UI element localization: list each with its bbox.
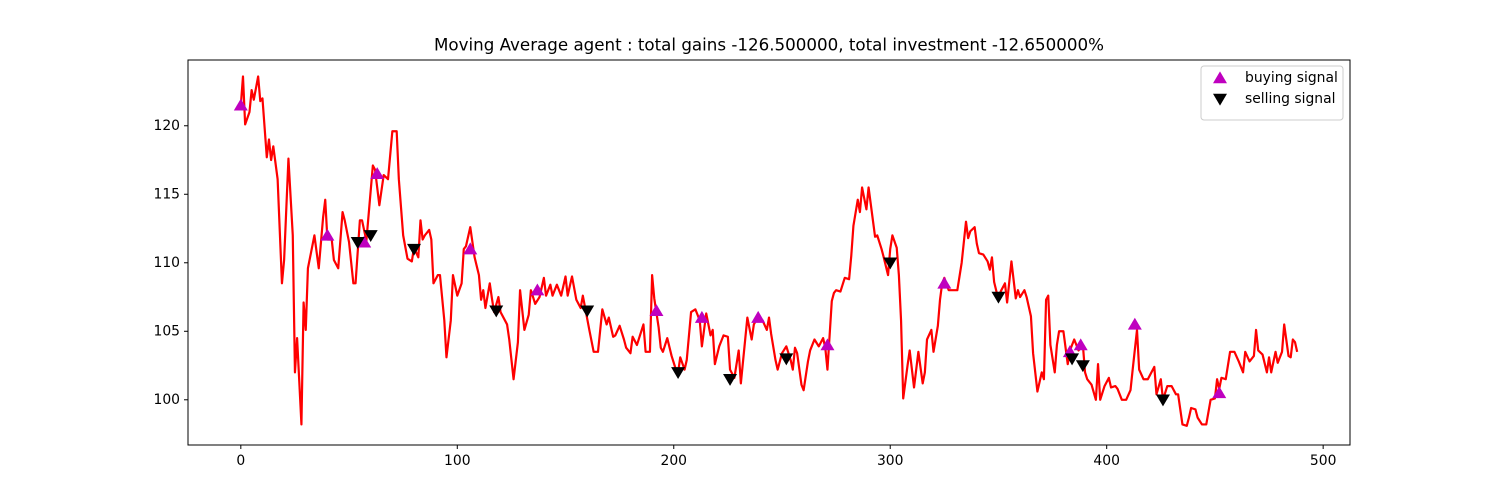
sell-marker [991,291,1006,304]
plot-area [233,75,1299,427]
axes-frame [187,59,1351,446]
sell-marker [350,236,365,249]
y-tick-label: 105 [153,323,180,339]
sell-marker [1065,353,1080,366]
x-tick-label: 200 [660,453,687,469]
legend-label: selling signal [1245,91,1336,107]
x-tick-label: 300 [877,453,904,469]
sell-marker [671,367,686,380]
buy-marker [820,338,835,351]
buy-marker [233,98,248,111]
sell-marker [406,243,421,256]
buy-marker [463,242,478,255]
buy-marker [649,304,664,316]
sell-marker [723,373,738,386]
chart-title: Moving Average agent : total gains -126.… [434,35,1104,55]
legend-box [1200,65,1344,121]
sell-marker [363,230,378,243]
sell-marker [580,305,595,318]
price-line [239,75,1299,427]
y-tick-label: 120 [153,118,180,134]
sell-marker [779,353,794,366]
y-tick-label: 100 [153,392,180,408]
buy-marker [751,310,766,323]
sell-marker [1155,394,1170,407]
x-tick-label: 500 [1310,453,1337,469]
buy-marker [937,276,952,289]
buy-marker [1212,386,1227,399]
legend-marker [1213,71,1227,84]
sell-marker [489,305,504,318]
sell-marker [883,257,898,270]
buy-marker [320,228,335,241]
buy-marker [1127,317,1142,330]
x-tick-label: 0 [236,453,245,469]
x-tick-label: 400 [1093,453,1120,469]
buy-marker [357,235,372,248]
legend-marker [1213,93,1227,106]
y-tick-label: 115 [153,186,180,202]
x-tick-label: 100 [444,453,471,469]
buy-marker [1073,338,1088,351]
buy-marker [370,167,385,179]
y-tick-label: 110 [153,255,180,271]
buy-marker [530,283,545,296]
buy-marker [694,310,709,323]
legend-label: buying signal [1245,70,1338,86]
sell-marker [1075,360,1090,373]
